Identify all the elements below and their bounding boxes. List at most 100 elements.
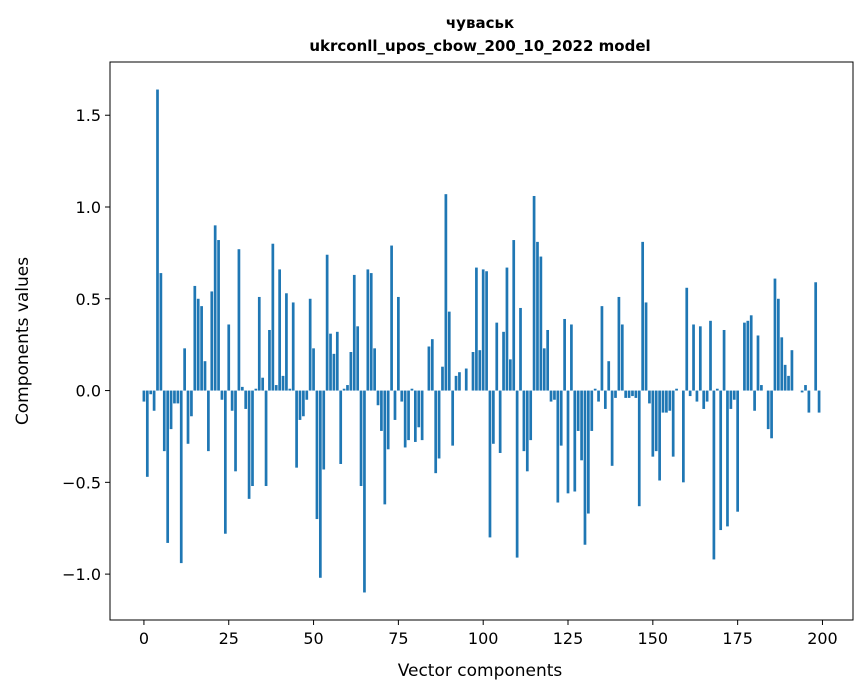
bar bbox=[570, 324, 573, 391]
x-tick-label: 100 bbox=[468, 629, 499, 648]
bar bbox=[230, 390, 234, 411]
bar bbox=[451, 390, 455, 446]
bar bbox=[173, 390, 176, 404]
bar bbox=[366, 269, 370, 391]
bar bbox=[288, 388, 292, 391]
bar bbox=[508, 359, 512, 391]
bar bbox=[359, 390, 363, 487]
bar bbox=[434, 390, 438, 474]
bar bbox=[549, 390, 553, 402]
bar bbox=[661, 390, 665, 413]
bar bbox=[522, 390, 526, 452]
bar bbox=[576, 390, 580, 431]
bar bbox=[444, 194, 448, 391]
bar bbox=[709, 320, 712, 391]
bar bbox=[566, 390, 570, 494]
bar bbox=[407, 390, 410, 441]
bar bbox=[152, 390, 156, 411]
bar bbox=[529, 390, 533, 441]
bar bbox=[682, 390, 685, 483]
bar bbox=[318, 390, 322, 578]
bar bbox=[285, 293, 288, 391]
bar bbox=[383, 390, 387, 505]
bar bbox=[637, 390, 641, 507]
y-tick-label: 1.0 bbox=[76, 198, 101, 217]
bar bbox=[315, 390, 319, 520]
bar bbox=[417, 390, 421, 428]
bar bbox=[458, 372, 461, 391]
bar bbox=[488, 390, 492, 538]
bar bbox=[393, 390, 397, 420]
bar bbox=[207, 390, 210, 452]
y-tick-label: −0.5 bbox=[62, 473, 101, 492]
y-tick-label: 1.5 bbox=[76, 106, 101, 125]
plot-frame bbox=[109, 61, 854, 621]
bar bbox=[532, 195, 536, 391]
bar bbox=[478, 350, 482, 391]
bar bbox=[641, 241, 645, 391]
x-axis-ticks: 0 25 50 75 100 125 150 175 200 bbox=[139, 620, 838, 648]
bar bbox=[244, 390, 248, 409]
bar bbox=[597, 390, 600, 402]
bar bbox=[464, 368, 468, 391]
bar bbox=[186, 390, 190, 444]
bar bbox=[193, 285, 197, 391]
bar bbox=[223, 390, 227, 534]
bar bbox=[736, 390, 739, 512]
bar bbox=[203, 361, 207, 391]
bar bbox=[705, 390, 709, 402]
bar bbox=[644, 302, 648, 391]
bar bbox=[746, 320, 750, 391]
bar bbox=[715, 388, 719, 391]
bar bbox=[502, 331, 505, 391]
bar bbox=[156, 89, 159, 391]
bar bbox=[600, 306, 604, 391]
bar bbox=[312, 348, 315, 391]
bar bbox=[539, 256, 543, 391]
bar bbox=[142, 390, 146, 402]
bar bbox=[525, 390, 529, 472]
bar bbox=[247, 390, 251, 499]
bar bbox=[251, 390, 254, 487]
bar bbox=[719, 390, 723, 531]
bar bbox=[651, 390, 655, 457]
bar bbox=[556, 390, 560, 503]
y-tick-label: 0.5 bbox=[76, 290, 101, 309]
bar bbox=[787, 375, 790, 391]
bar bbox=[590, 390, 594, 431]
bar bbox=[427, 346, 431, 391]
bar bbox=[298, 390, 302, 420]
bar bbox=[278, 269, 281, 391]
bar bbox=[634, 390, 638, 398]
bar bbox=[559, 390, 563, 446]
bar bbox=[726, 390, 729, 527]
bar bbox=[268, 329, 271, 391]
bar bbox=[722, 329, 726, 391]
bar bbox=[281, 375, 285, 391]
bar bbox=[363, 390, 366, 593]
x-tick-label: 200 bbox=[807, 629, 838, 648]
bar bbox=[814, 282, 818, 391]
bar bbox=[145, 390, 149, 477]
bar bbox=[648, 390, 651, 404]
bar bbox=[688, 390, 692, 397]
bar bbox=[610, 390, 614, 466]
bar bbox=[563, 318, 566, 391]
bar bbox=[220, 390, 224, 400]
chart-subtitle: ukrconll_upos_cbow_200_10_2022 model bbox=[309, 37, 650, 55]
bar bbox=[515, 390, 519, 558]
bar bbox=[492, 390, 495, 444]
bar bbox=[627, 390, 631, 398]
bar bbox=[179, 390, 183, 564]
bar bbox=[162, 390, 166, 452]
bar bbox=[553, 390, 556, 400]
bar bbox=[441, 366, 444, 391]
bar bbox=[756, 335, 760, 391]
bar bbox=[481, 269, 485, 391]
bar bbox=[447, 311, 451, 391]
bar bbox=[573, 390, 577, 492]
bar bbox=[498, 390, 502, 453]
y-axis-ticks: 1.5 1.0 0.5 0.0 −0.5 −1.0 bbox=[62, 106, 110, 584]
x-tick-label: 125 bbox=[553, 629, 584, 648]
